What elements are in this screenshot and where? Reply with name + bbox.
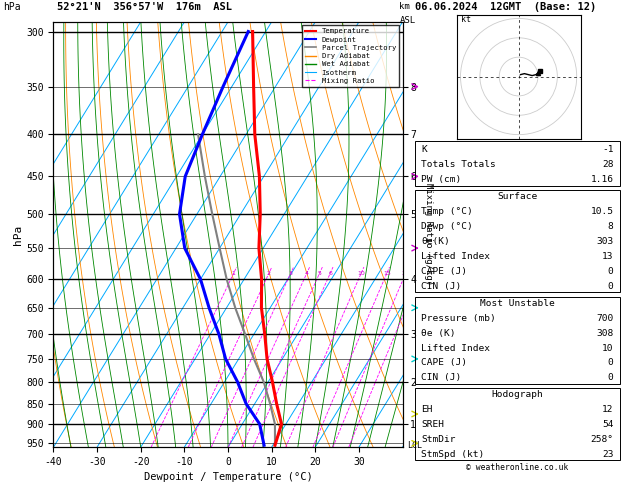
Text: © weatheronline.co.uk: © weatheronline.co.uk	[466, 464, 569, 472]
Bar	[415, 296, 620, 384]
Text: -1: -1	[602, 145, 613, 155]
Text: Most Unstable: Most Unstable	[480, 299, 555, 308]
Text: 700: 700	[596, 314, 613, 323]
Text: K: K	[421, 145, 427, 155]
Text: CAPE (J): CAPE (J)	[421, 358, 467, 367]
Text: 3: 3	[289, 271, 292, 276]
Text: Hodograph: Hodograph	[491, 390, 543, 399]
Text: Totals Totals: Totals Totals	[421, 160, 496, 169]
Text: Temp (°C): Temp (°C)	[421, 207, 473, 216]
Text: 20: 20	[402, 271, 409, 276]
Text: StmDir: StmDir	[421, 435, 456, 444]
Text: StmSpd (kt): StmSpd (kt)	[421, 450, 484, 459]
Text: Pressure (mb): Pressure (mb)	[421, 314, 496, 323]
Text: 0: 0	[608, 267, 613, 276]
Text: CIN (J): CIN (J)	[421, 373, 462, 382]
Text: 5: 5	[318, 271, 321, 276]
Text: 06.06.2024  12GMT  (Base: 12): 06.06.2024 12GMT (Base: 12)	[415, 2, 596, 13]
Text: 12: 12	[602, 405, 613, 415]
Text: 6: 6	[328, 271, 332, 276]
Text: PW (cm): PW (cm)	[421, 175, 462, 184]
Text: CIN (J): CIN (J)	[421, 282, 462, 291]
Y-axis label: Mixing Ratio (g/kg): Mixing Ratio (g/kg)	[424, 183, 433, 286]
Text: Surface: Surface	[498, 192, 537, 201]
Text: 10.5: 10.5	[591, 207, 613, 216]
Text: 1.16: 1.16	[591, 175, 613, 184]
Text: 2: 2	[267, 271, 271, 276]
Text: EH: EH	[421, 405, 433, 415]
Text: 0: 0	[608, 373, 613, 382]
Text: 258°: 258°	[591, 435, 613, 444]
Legend: Temperature, Dewpoint, Parcel Trajectory, Dry Adiabat, Wet Adiabat, Isotherm, Mi: Temperature, Dewpoint, Parcel Trajectory…	[302, 25, 399, 87]
Bar	[415, 141, 620, 186]
Text: SREH: SREH	[421, 420, 444, 429]
Text: ASL: ASL	[399, 16, 416, 25]
Text: 1: 1	[231, 271, 236, 276]
Text: km: km	[399, 2, 410, 12]
Text: Dewp (°C): Dewp (°C)	[421, 222, 473, 231]
Text: 8: 8	[608, 222, 613, 231]
Text: 308: 308	[596, 329, 613, 338]
Text: CAPE (J): CAPE (J)	[421, 267, 467, 276]
Text: 303: 303	[596, 237, 613, 246]
Text: 13: 13	[602, 252, 613, 261]
Text: LCL: LCL	[407, 441, 421, 450]
Text: 0: 0	[608, 282, 613, 291]
Text: hPa: hPa	[3, 2, 21, 13]
Text: 10: 10	[357, 271, 365, 276]
Y-axis label: hPa: hPa	[13, 225, 23, 244]
Text: 0: 0	[608, 358, 613, 367]
Bar	[415, 190, 620, 292]
Text: Lifted Index: Lifted Index	[421, 344, 490, 352]
Text: Lifted Index: Lifted Index	[421, 252, 490, 261]
Text: 4: 4	[305, 271, 309, 276]
Text: θe(K): θe(K)	[421, 237, 450, 246]
Text: 54: 54	[602, 420, 613, 429]
Bar	[415, 388, 620, 460]
Text: 15: 15	[383, 271, 391, 276]
Text: θe (K): θe (K)	[421, 329, 456, 338]
Text: 52°21'N  356°57'W  176m  ASL: 52°21'N 356°57'W 176m ASL	[57, 2, 231, 13]
X-axis label: Dewpoint / Temperature (°C): Dewpoint / Temperature (°C)	[143, 472, 313, 483]
Text: 10: 10	[602, 344, 613, 352]
Text: 23: 23	[602, 450, 613, 459]
Text: 28: 28	[602, 160, 613, 169]
Text: kt: kt	[460, 16, 470, 24]
